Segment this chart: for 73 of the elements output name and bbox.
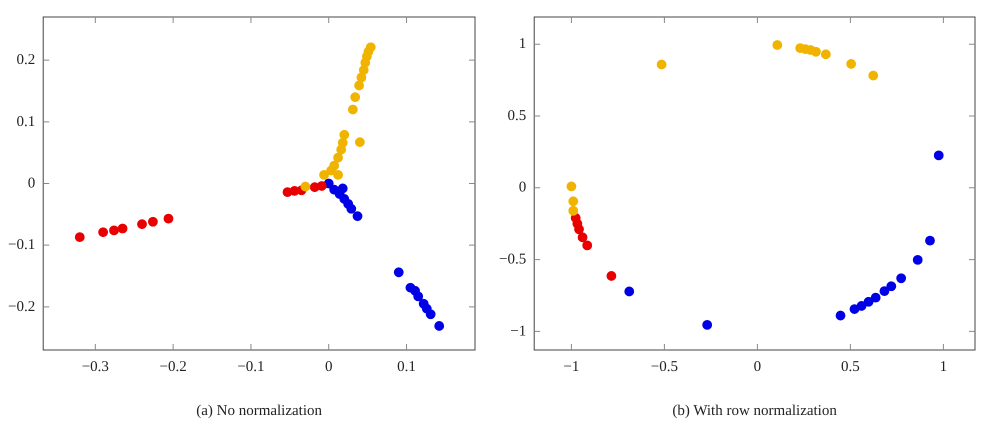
- point: [896, 273, 906, 284]
- x-tick-label: 0: [754, 358, 762, 375]
- point: [350, 92, 360, 102]
- point: [354, 80, 364, 90]
- point: [98, 227, 108, 238]
- y-tick-label: 0: [518, 180, 526, 196]
- y-tick-label: 0.1: [16, 114, 36, 130]
- y-tick-label: 0.2: [16, 52, 36, 68]
- point: [338, 138, 348, 148]
- point: [348, 104, 358, 114]
- point: [366, 42, 376, 52]
- point: [137, 219, 147, 230]
- point: [820, 49, 831, 60]
- point: [148, 216, 158, 227]
- point: [886, 281, 896, 292]
- point: [109, 225, 119, 236]
- point: [846, 59, 856, 69]
- x-tick-label: −0.1: [237, 358, 265, 375]
- x-tick-label: −1: [563, 358, 580, 375]
- point: [118, 224, 128, 234]
- point: [811, 46, 821, 57]
- point: [656, 60, 667, 70]
- x-tick-label: 0.5: [841, 358, 860, 375]
- y-tick-label: 0: [28, 175, 36, 192]
- point: [934, 150, 944, 160]
- point: [329, 160, 340, 171]
- point: [333, 170, 343, 180]
- point: [578, 232, 588, 242]
- point: [426, 309, 436, 320]
- point: [568, 206, 578, 216]
- y-tick-label: −0.2: [8, 298, 36, 315]
- point: [352, 211, 362, 222]
- point: [864, 296, 874, 307]
- x-axis-title: (a) No normalization: [196, 402, 322, 419]
- point: [316, 181, 327, 191]
- point: [880, 286, 890, 296]
- point: [856, 301, 866, 311]
- x-tick-label: 0: [324, 358, 332, 375]
- point: [434, 321, 444, 331]
- point: [574, 224, 584, 234]
- x-tick-label: −0.5: [650, 358, 678, 375]
- x-tick-label: −0.3: [82, 358, 109, 375]
- point: [394, 267, 404, 278]
- y-tick-label: −1: [510, 323, 526, 340]
- point: [912, 254, 923, 265]
- point: [868, 70, 878, 80]
- point: [354, 137, 365, 148]
- point: [702, 320, 712, 330]
- y-tick-label: −0.1: [8, 237, 36, 254]
- point: [333, 152, 343, 162]
- point: [74, 232, 85, 242]
- point: [164, 214, 174, 224]
- x-tick-label: 0.1: [397, 358, 416, 375]
- point: [772, 40, 782, 50]
- y-tick-label: 0.5: [507, 108, 526, 124]
- point: [413, 291, 424, 302]
- point: [319, 170, 329, 180]
- y-tick-label: 1: [518, 36, 526, 52]
- point: [582, 240, 592, 250]
- point: [870, 292, 881, 303]
- y-tick-label: −0.5: [498, 252, 526, 268]
- point: [836, 310, 846, 320]
- point: [346, 204, 356, 214]
- point: [606, 271, 616, 281]
- point: [624, 286, 634, 296]
- point: [339, 130, 350, 140]
- point: [300, 182, 310, 192]
- x-tick-label: 1: [940, 358, 948, 375]
- point: [566, 181, 576, 192]
- x-tick-label: −0.2: [160, 358, 187, 375]
- point: [568, 196, 578, 206]
- x-axis-title: (b) With row normalization: [672, 402, 838, 419]
- point: [925, 236, 935, 246]
